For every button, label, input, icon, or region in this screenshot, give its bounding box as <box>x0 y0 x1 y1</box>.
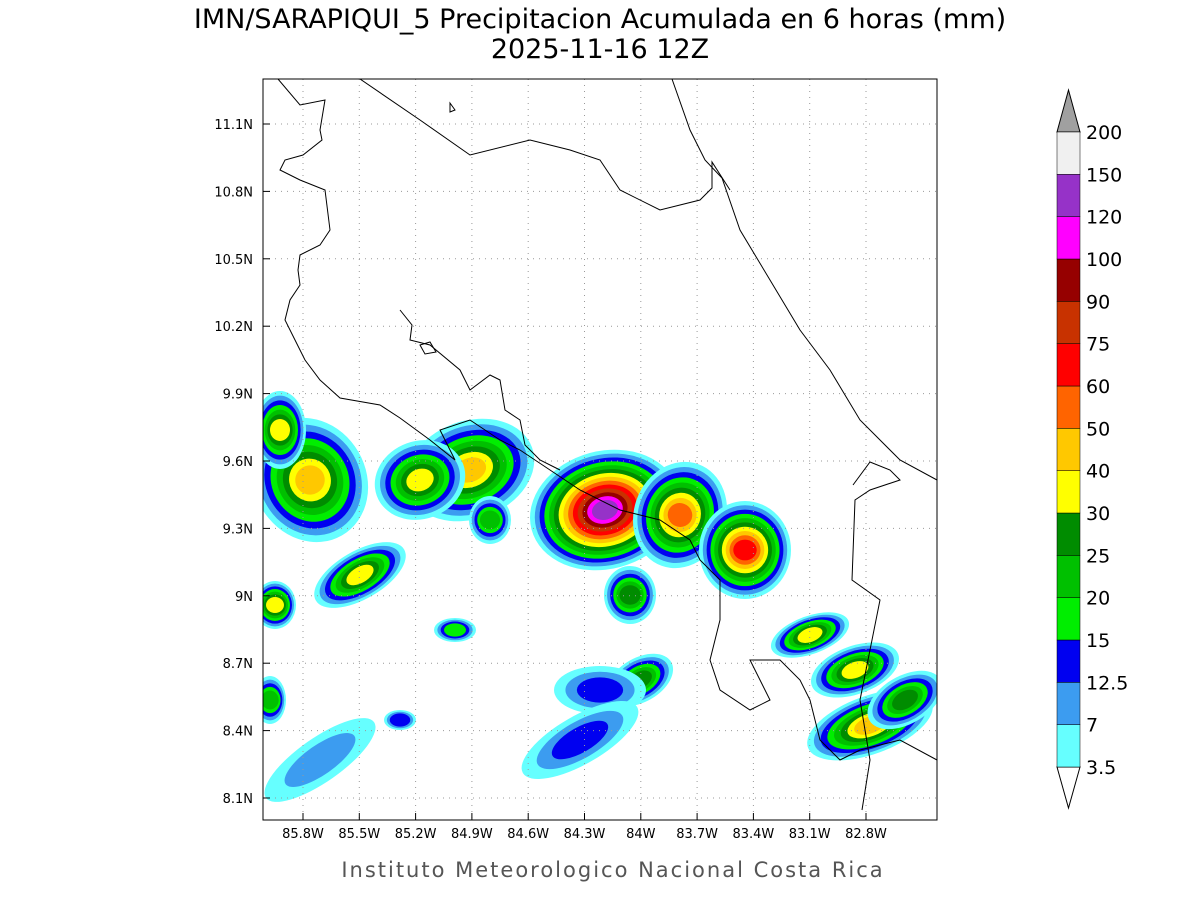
level-label: 30 <box>1086 503 1110 525</box>
color-band <box>1056 682 1081 725</box>
lon-label: 83.4W <box>732 827 774 842</box>
lon-label: 84W <box>626 827 656 842</box>
precip-contour <box>266 597 284 613</box>
lon-label: 84.3W <box>564 827 606 842</box>
precip-contour <box>591 500 619 520</box>
lon-label: 82.8W <box>845 827 887 842</box>
color-band <box>1056 174 1081 217</box>
lat-label: 9.9N <box>223 388 253 403</box>
lat-label: 10.5N <box>214 253 253 268</box>
level-label: 75 <box>1086 334 1110 356</box>
border <box>851 461 901 811</box>
lat-label: 10.8N <box>214 185 253 200</box>
precip-contour <box>667 503 693 527</box>
footer-credit: Instituto Meteorologico Nacional Costa R… <box>341 858 884 882</box>
precip-contour <box>479 510 501 530</box>
color-band <box>1056 131 1081 175</box>
colorbar-high <box>1056 88 1081 133</box>
border <box>399 309 561 471</box>
color-band <box>1056 216 1081 260</box>
precip-contour <box>270 419 290 441</box>
island <box>419 101 456 355</box>
lon-label: 84.6W <box>507 827 549 842</box>
color-band <box>1056 343 1081 387</box>
coastlines <box>277 79 937 811</box>
color-band <box>1056 470 1081 514</box>
lon-label: 85.8W <box>282 827 324 842</box>
precip-contour <box>346 564 374 586</box>
precip-contour <box>892 689 918 711</box>
precip-contour <box>551 720 609 760</box>
lon-label: 85.2W <box>395 827 437 842</box>
precip-contour <box>576 677 624 703</box>
lat-label: 10.2N <box>214 320 253 335</box>
lon-label: 84.9W <box>451 827 493 842</box>
lat-label: 8.4N <box>223 725 253 740</box>
lat-label: 9.3N <box>223 522 253 537</box>
precipitation <box>263 391 937 802</box>
level-label: 15 <box>1086 630 1110 652</box>
level-label: 100 <box>1086 249 1122 271</box>
precip-contour <box>389 713 411 727</box>
precip-contour <box>263 690 279 710</box>
lat-label: 8.7N <box>223 657 253 672</box>
level-label: 90 <box>1086 291 1110 313</box>
level-label: 7 <box>1086 715 1098 737</box>
colorbar-low <box>1056 766 1081 810</box>
precip-contour <box>406 468 434 492</box>
level-label: 50 <box>1086 418 1110 440</box>
color-band <box>1056 724 1081 768</box>
color-band <box>1056 258 1081 302</box>
level-label: 200 <box>1086 122 1122 144</box>
map-title: IMN/SARAPIQUI_5 Precipitacion Acumulada … <box>194 4 1006 35</box>
level-label: 40 <box>1086 461 1110 483</box>
level-label: 120 <box>1086 207 1122 229</box>
lat-label: 8.1N <box>223 792 253 807</box>
coastline <box>277 79 937 761</box>
color-band <box>1056 597 1081 641</box>
level-label: 20 <box>1086 588 1110 610</box>
precip-contour <box>797 627 823 643</box>
precip-contour <box>444 623 466 637</box>
level-label: 60 <box>1086 376 1110 398</box>
coastline <box>671 79 937 481</box>
level-label: 25 <box>1086 545 1110 567</box>
lon-label: 83.7W <box>676 827 718 842</box>
lat-label: 9N <box>235 590 253 605</box>
lat-label: 11.1N <box>214 118 253 133</box>
precip-contour <box>841 661 869 679</box>
colorbar: 3.5 7 12.5 15 20 25 30 40 50 60 75 90 100 120 150 200 <box>1056 88 1128 810</box>
level-label: 3.5 <box>1086 757 1116 779</box>
coastline <box>359 79 731 211</box>
lat-label: 9.6N <box>223 455 253 470</box>
map-subtitle: 2025-11-16 12Z <box>491 34 709 65</box>
color-band <box>1056 512 1081 556</box>
precip-contour <box>284 733 356 787</box>
color-band <box>1056 301 1081 344</box>
color-band <box>1056 385 1081 429</box>
graticule <box>263 79 937 820</box>
map-frame <box>262 78 938 821</box>
color-band <box>1056 428 1081 471</box>
color-band <box>1056 639 1081 683</box>
level-label: 150 <box>1086 164 1122 186</box>
precip-contour <box>619 585 641 605</box>
lon-label: 83.1W <box>789 827 831 842</box>
lon-label: 85.5W <box>338 827 380 842</box>
color-band <box>1056 555 1081 598</box>
precip-contour <box>733 539 757 561</box>
level-label: 12.5 <box>1086 672 1128 694</box>
